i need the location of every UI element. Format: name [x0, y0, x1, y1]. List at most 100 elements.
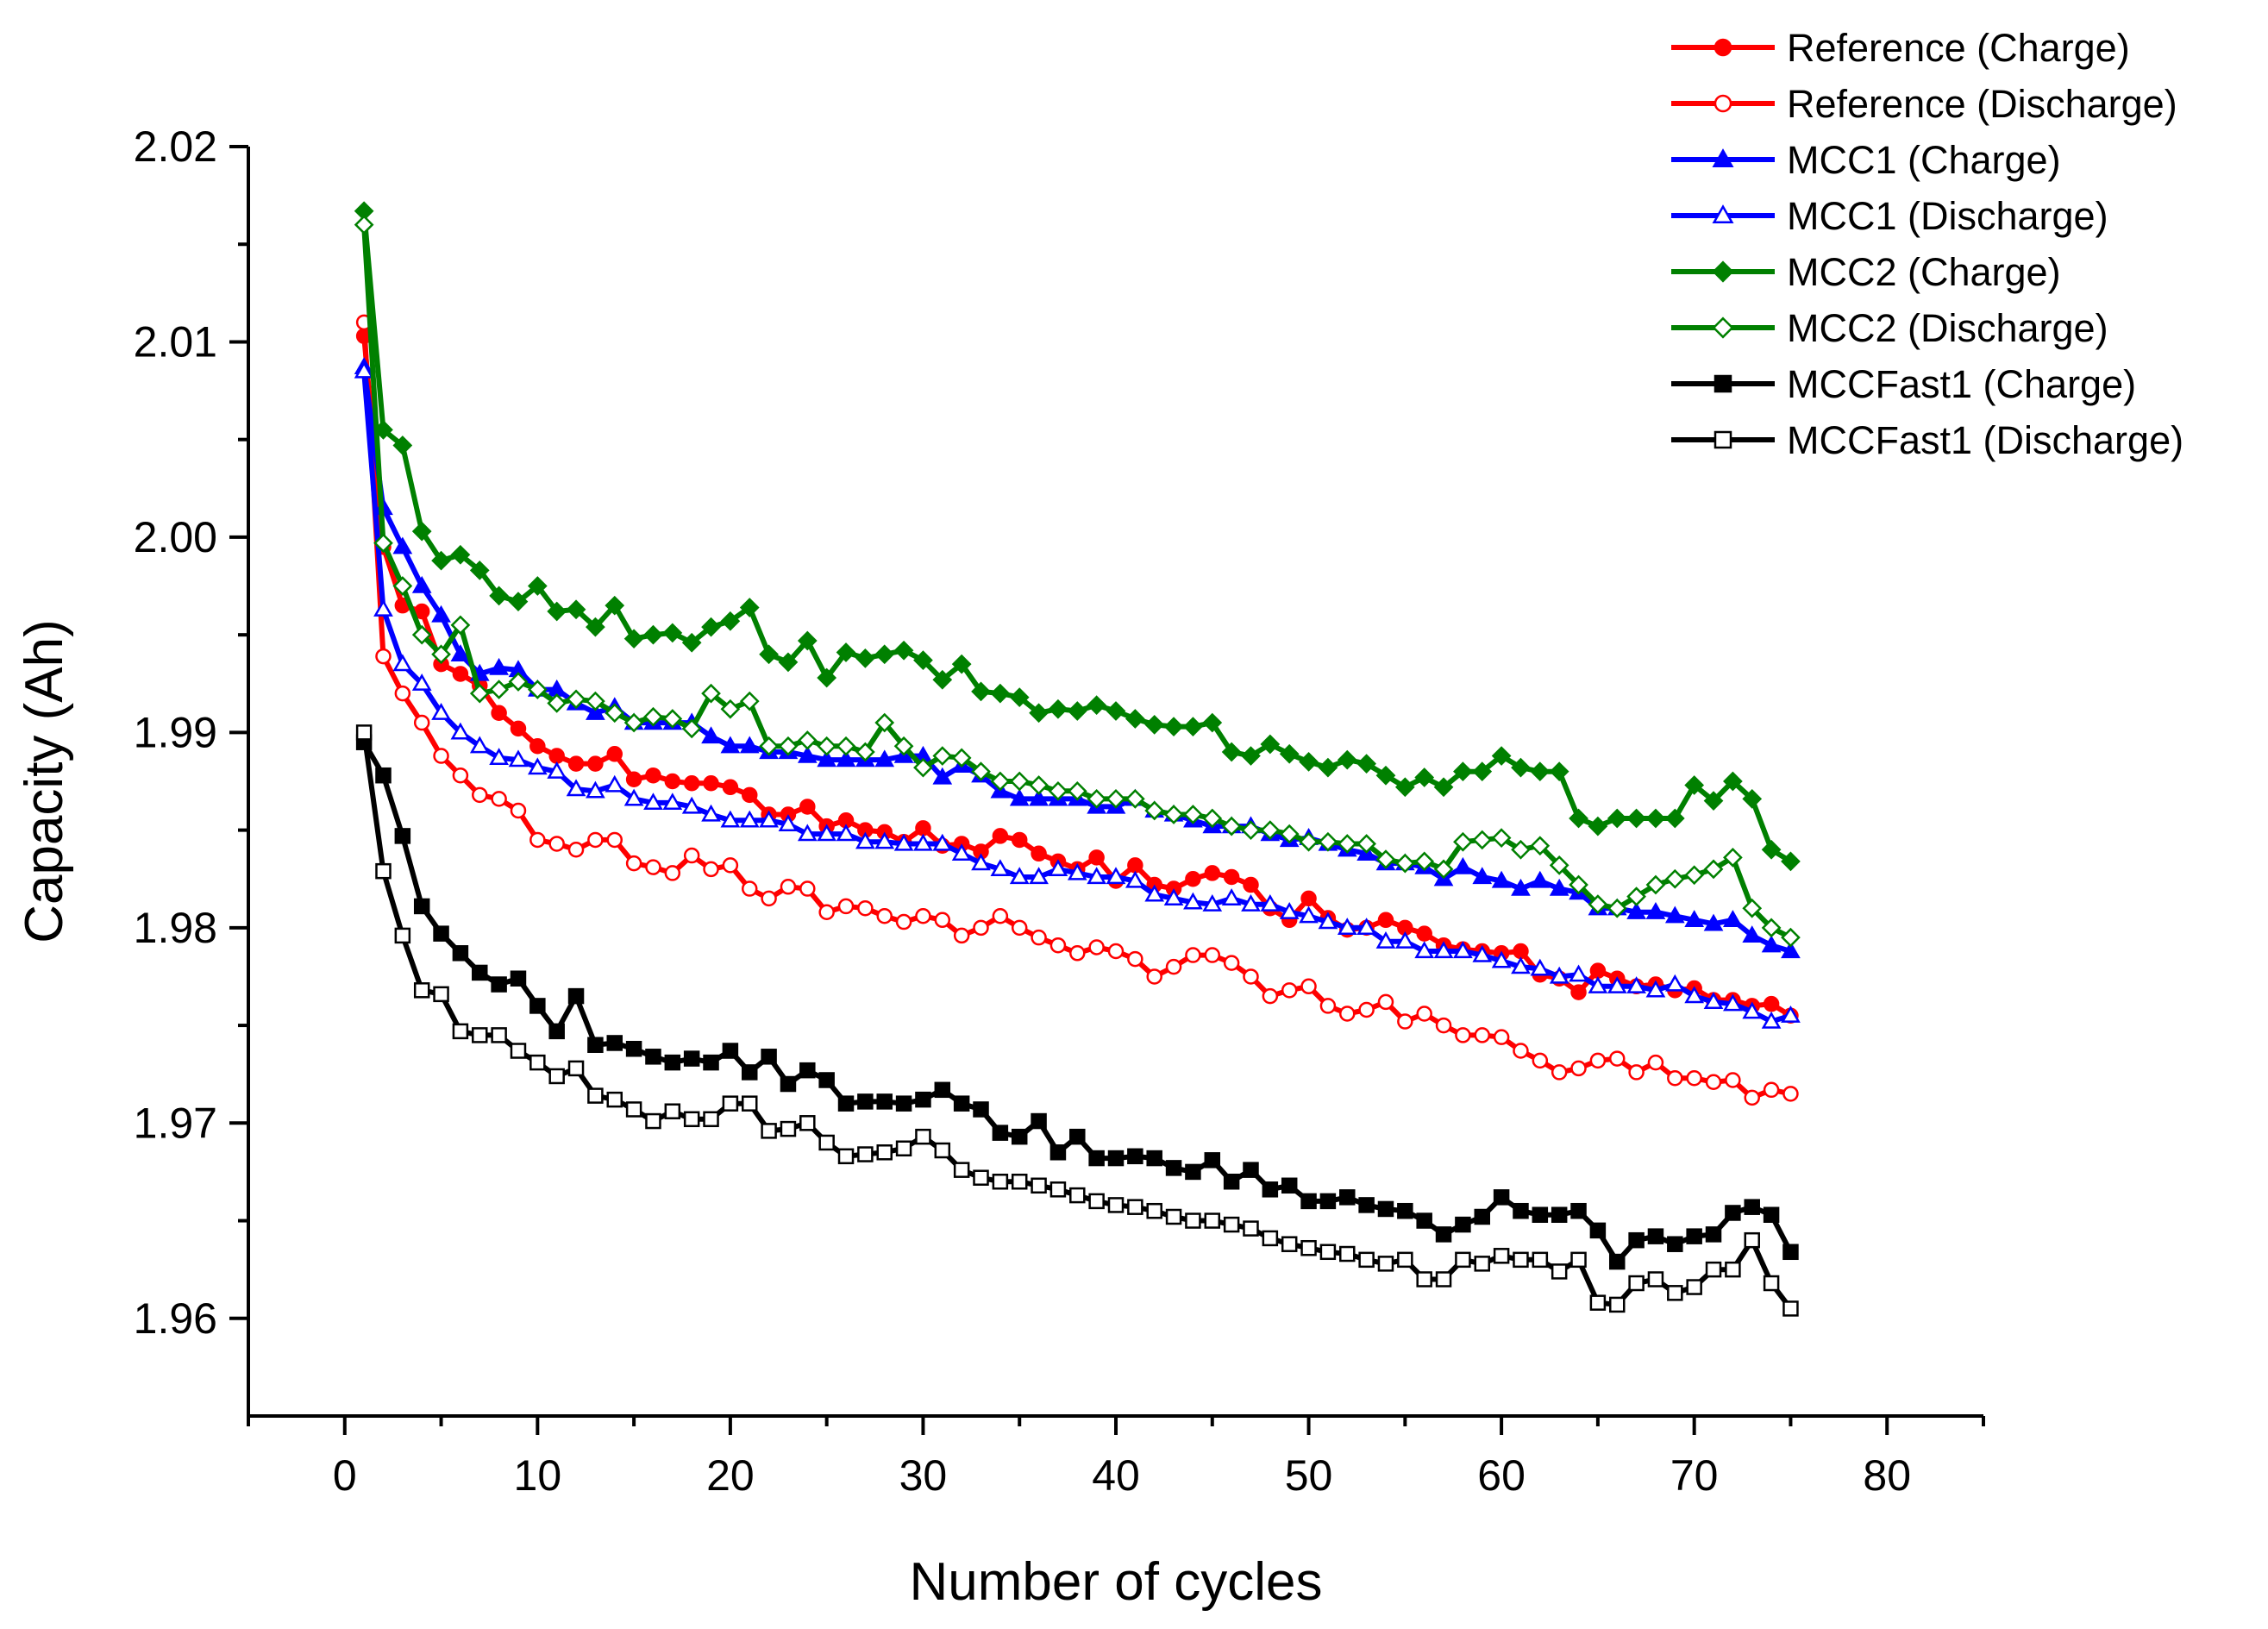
data-point	[1684, 986, 1705, 1004]
data-point	[1570, 1251, 1587, 1269]
data-point	[1241, 893, 1261, 912]
data-point	[1031, 1112, 1047, 1130]
data-point	[895, 1140, 912, 1156]
data-point	[1513, 1251, 1529, 1269]
series-layer	[354, 201, 1801, 1317]
data-point	[683, 847, 700, 864]
data-point	[491, 791, 507, 807]
data-point	[1705, 1261, 1722, 1278]
data-point	[1165, 1208, 1182, 1225]
data-point	[1684, 910, 1705, 927]
data-point	[1474, 1256, 1491, 1272]
data-point	[1281, 1236, 1298, 1252]
data-point	[1435, 1271, 1452, 1288]
data-point	[1742, 789, 1763, 809]
data-point	[1260, 893, 1281, 912]
data-point	[1069, 1187, 1086, 1204]
data-point	[759, 810, 779, 828]
data-point	[971, 681, 991, 702]
data-point	[836, 642, 856, 662]
data-point	[1530, 836, 1551, 856]
data-point	[1742, 925, 1763, 943]
data-point	[1204, 1152, 1221, 1168]
data-point	[932, 669, 953, 690]
data-point	[701, 726, 721, 744]
data-point	[1626, 976, 1646, 993]
data-point	[1009, 771, 1030, 792]
data-point	[818, 1072, 835, 1088]
data-point	[411, 674, 432, 691]
data-point	[469, 683, 490, 704]
data-point	[433, 925, 449, 942]
data-point	[1031, 845, 1047, 862]
data-point	[1433, 777, 1454, 798]
data-point	[1107, 943, 1125, 960]
data-point	[1703, 992, 1724, 1010]
data-point	[1204, 947, 1221, 963]
data-point	[1223, 955, 1240, 971]
data-point	[643, 793, 663, 811]
data-point	[913, 833, 933, 851]
data-point	[1491, 746, 1512, 766]
legend-item-mcc2-discharge: MCC2 (Discharge)	[1671, 306, 2108, 350]
data-point	[586, 617, 605, 637]
data-point	[662, 793, 683, 811]
data-point	[510, 1043, 527, 1059]
data-point	[1664, 868, 1685, 889]
data-point	[953, 1095, 970, 1112]
legend-label: Reference (Discharge)	[1787, 82, 2177, 126]
data-point	[761, 1049, 777, 1065]
data-point	[1067, 701, 1087, 721]
data-point	[1761, 1011, 1782, 1029]
data-point	[472, 1027, 488, 1043]
data-point	[953, 927, 970, 944]
data-point	[1589, 962, 1607, 979]
data-point	[508, 592, 529, 612]
data-point	[1048, 859, 1068, 877]
data-point	[817, 736, 837, 756]
data-point	[1127, 857, 1143, 874]
data-point	[373, 598, 393, 617]
data-point	[797, 630, 818, 651]
data-point	[1125, 789, 1145, 809]
data-point	[1782, 1300, 1799, 1317]
data-point	[1453, 941, 1473, 959]
data-point	[1723, 847, 1743, 868]
data-point	[413, 982, 430, 999]
data-point	[1453, 761, 1473, 782]
data-point	[527, 757, 548, 775]
data-point	[893, 736, 914, 756]
data-point	[1183, 805, 1203, 824]
data-point	[1067, 862, 1087, 880]
data-point	[606, 746, 623, 762]
data-point	[1589, 1052, 1607, 1069]
data-point	[818, 1134, 835, 1151]
data-point	[836, 749, 856, 768]
data-point	[1243, 968, 1259, 985]
y-ticks: 1.96 1.97 1.98 1.99 2.00 2.01 2.02	[134, 122, 248, 1343]
data-point	[1011, 831, 1028, 849]
data-point	[934, 1081, 951, 1099]
data-point	[1356, 918, 1376, 935]
data-point	[1223, 868, 1240, 886]
data-point	[741, 786, 758, 804]
data-point	[1455, 1216, 1471, 1233]
data-point	[1782, 1244, 1799, 1261]
data-point	[934, 1142, 951, 1159]
x-tick-label: 30	[899, 1451, 948, 1500]
data-point	[587, 1087, 604, 1104]
data-point	[1146, 1150, 1162, 1167]
data-point	[1647, 1228, 1664, 1244]
data-point	[1337, 749, 1357, 770]
data-point	[1163, 717, 1184, 736]
data-point	[915, 1091, 931, 1108]
data-point	[1570, 1060, 1587, 1077]
data-point	[510, 970, 527, 987]
data-point	[1645, 874, 1666, 895]
data-point	[1705, 1226, 1722, 1243]
data-point	[605, 703, 625, 724]
data-point	[547, 761, 567, 779]
data-point	[1049, 1144, 1067, 1161]
data-point	[1009, 687, 1030, 707]
data-point	[1725, 1072, 1741, 1088]
